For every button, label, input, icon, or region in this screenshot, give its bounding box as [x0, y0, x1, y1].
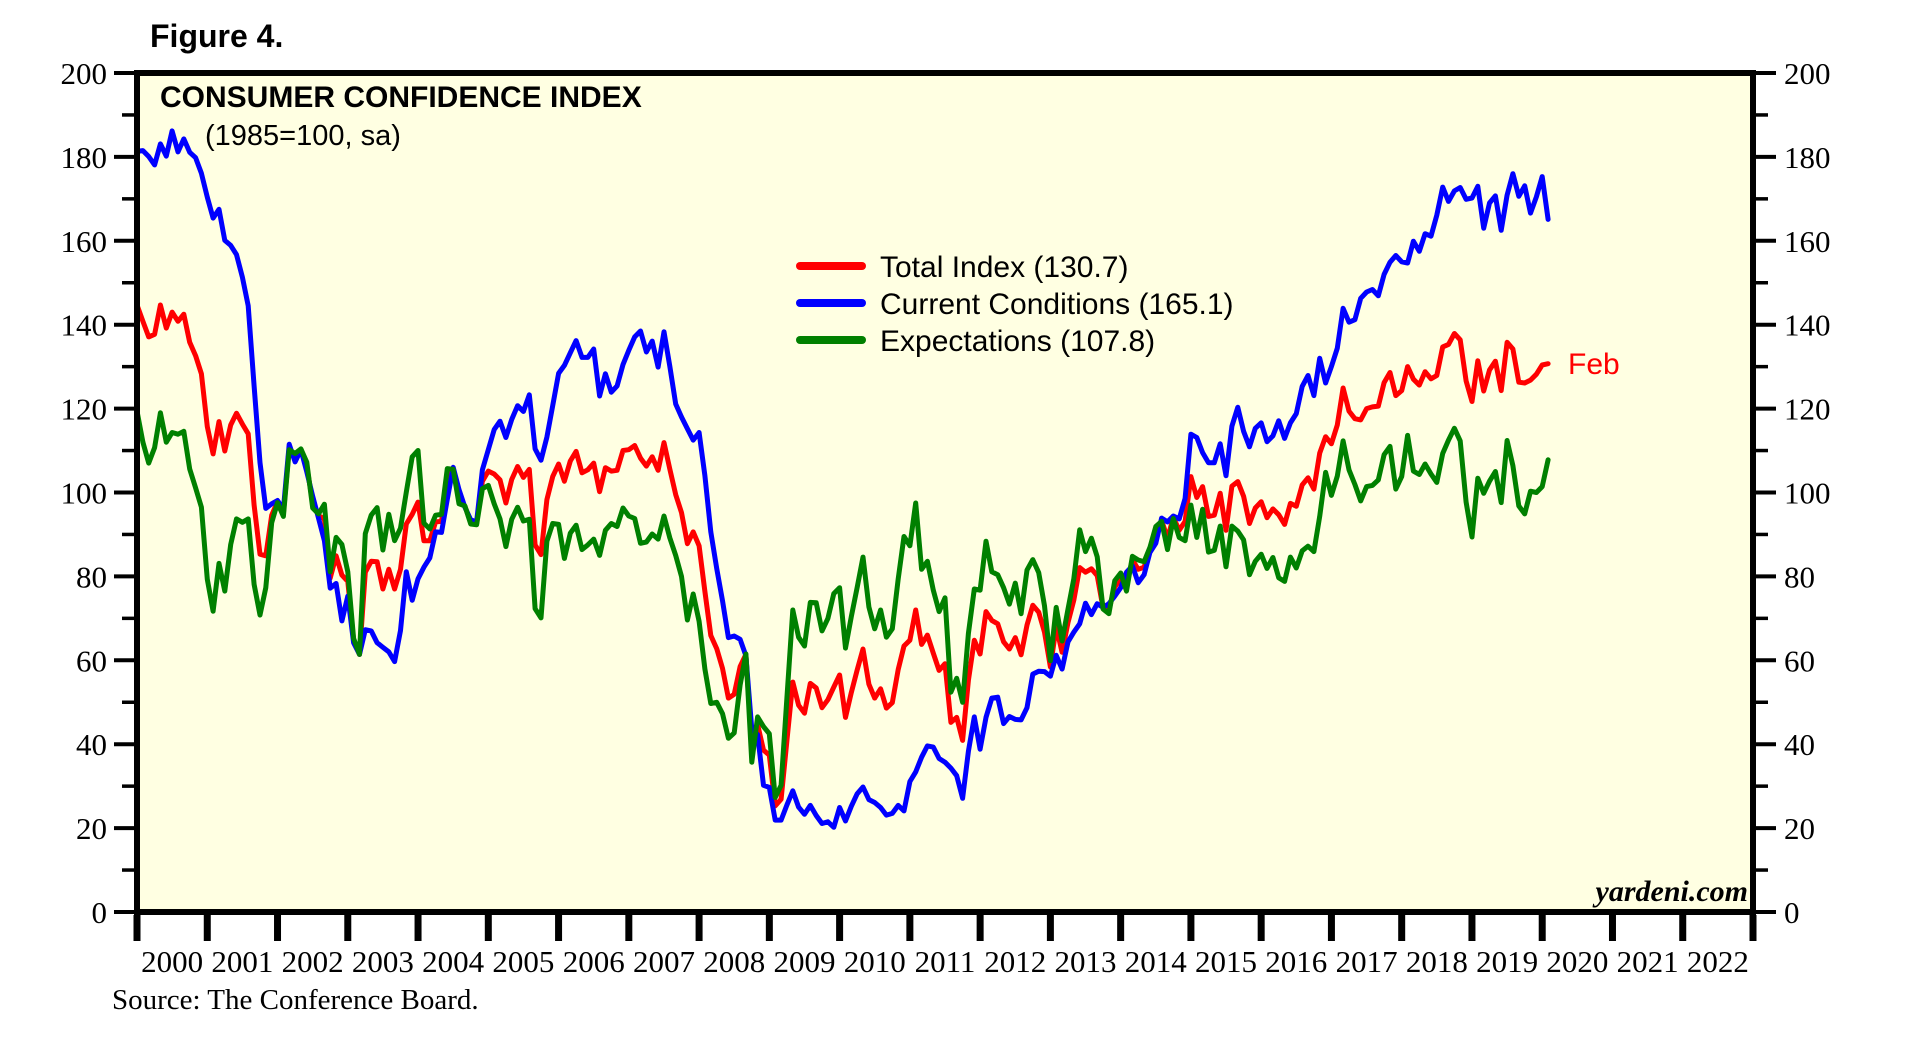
figure-label: Figure 4. — [150, 18, 284, 54]
x-axis-year-label: 2021 — [1617, 944, 1679, 979]
x-axis-year-label: 2022 — [1687, 944, 1749, 979]
y-axis-tick-label-right: 100 — [1784, 476, 1831, 511]
y-axis-tick-label-left: 0 — [92, 895, 108, 930]
x-axis-year-label: 2019 — [1476, 944, 1538, 979]
watermark-yardeni: yardeni.com — [1593, 875, 1748, 908]
x-axis-year-label: 2009 — [773, 944, 835, 979]
series-line-current-conditions — [134, 128, 1551, 830]
y-axis-tick-label-right: 40 — [1784, 727, 1815, 762]
x-axis-year-label: 2018 — [1406, 944, 1468, 979]
x-axis-year-label: 2008 — [703, 944, 765, 979]
x-axis-year-label: 2013 — [1055, 944, 1117, 979]
y-axis-tick-label-left: 40 — [76, 727, 107, 762]
plot-border — [134, 70, 1756, 915]
chart-title: CONSUMER CONFIDENCE INDEX — [160, 81, 642, 114]
x-axis-year-label: 2002 — [282, 944, 344, 979]
x-axis-year-label: 2005 — [492, 944, 554, 979]
y-axis-tick-label-left: 120 — [61, 392, 108, 427]
y-axis-tick-label-right: 180 — [1784, 140, 1831, 175]
y-axis-tick-label-right: 160 — [1784, 224, 1831, 259]
y-axis-tick-label-right: 200 — [1784, 56, 1831, 91]
x-axis-year-label: 2012 — [984, 944, 1046, 979]
y-axis-tick-label-right: 140 — [1784, 308, 1831, 343]
legend-label-current-conditions: Current Conditions (165.1) — [880, 288, 1234, 321]
source-note: Source: The Conference Board. — [112, 984, 479, 1016]
y-axis-tick-label-right: 0 — [1784, 895, 1800, 930]
x-axis-year-label: 2007 — [633, 944, 695, 979]
legend: Total Index (130.7) Current Conditions (… — [796, 251, 1234, 358]
series-line-total-index — [134, 302, 1551, 809]
y-axis-tick-label-left: 200 — [61, 56, 108, 91]
x-axis-year-label: 2001 — [211, 944, 273, 979]
y-axis-tick-label-left: 60 — [76, 643, 107, 678]
x-axis-year-label: 2015 — [1195, 944, 1257, 979]
x-axis-year-label: 2017 — [1336, 944, 1398, 979]
x-axis-year-label: 2010 — [844, 944, 906, 979]
x-axis-year-label: 2011 — [915, 944, 976, 979]
x-axis-year-label: 2003 — [352, 944, 414, 979]
series-end-label-feb: Feb — [1568, 348, 1620, 381]
y-axis-tick-label-left: 20 — [76, 811, 107, 846]
y-axis-tick-label-left: 180 — [61, 140, 108, 175]
y-axis-tick-label-left: 80 — [76, 559, 107, 594]
chart-subtitle: (1985=100, sa) — [205, 120, 401, 152]
x-axis-year-label: 2020 — [1546, 944, 1608, 979]
y-axis-tick-label-left: 160 — [61, 224, 108, 259]
x-axis-year-label: 2016 — [1265, 944, 1327, 979]
y-axis-tick-label-right: 60 — [1784, 643, 1815, 678]
legend-label-total-index: Total Index (130.7) — [880, 251, 1128, 284]
x-axis-year-label: 2000 — [141, 944, 203, 979]
y-axis-tick-label-right: 120 — [1784, 392, 1831, 427]
x-axis-year-label: 2006 — [563, 944, 625, 979]
x-axis-year-label: 2004 — [422, 944, 485, 979]
plot-background — [137, 73, 1753, 912]
y-axis-tick-label-left: 140 — [61, 308, 108, 343]
series-line-expectations — [134, 408, 1551, 800]
y-axis-tick-label-left: 100 — [61, 476, 108, 511]
y-axis-tick-label-right: 20 — [1784, 811, 1815, 846]
x-axis-year-label: 2014 — [1125, 944, 1188, 979]
legend-label-expectations: Expectations (107.8) — [880, 325, 1155, 358]
y-axis-tick-label-right: 80 — [1784, 559, 1815, 594]
